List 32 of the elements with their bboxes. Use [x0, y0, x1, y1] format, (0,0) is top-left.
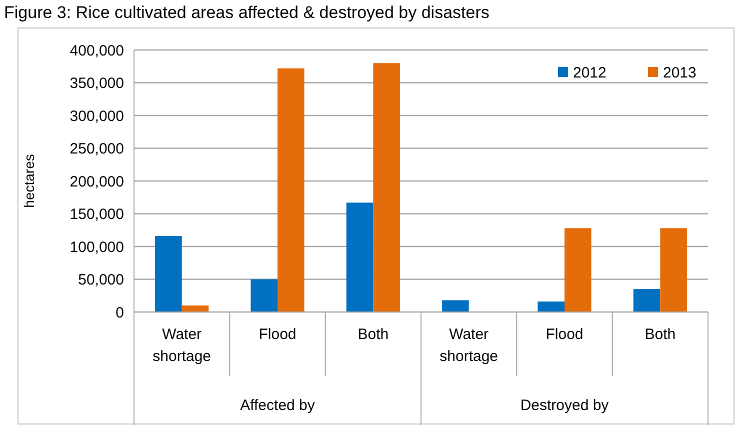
- y-tick-label: 300,000: [70, 108, 124, 125]
- bar: [278, 68, 304, 312]
- bar: [373, 63, 400, 312]
- bar: [346, 202, 374, 312]
- x-tick-label: Both: [358, 326, 389, 343]
- y-tick-label: 250,000: [70, 140, 124, 158]
- x-tick-label: Water shortage: [440, 326, 498, 365]
- bar: [538, 302, 564, 312]
- bar: [660, 228, 687, 312]
- y-tick-label: 400,000: [70, 42, 124, 60]
- y-axis-title: hectares: [21, 154, 37, 208]
- x-tick-label: Flood: [258, 326, 296, 343]
- bar: [633, 289, 660, 312]
- bar: [182, 305, 209, 312]
- bar: [564, 228, 592, 312]
- y-tick-label: 50,000: [78, 272, 124, 288]
- y-tick-label: 100,000: [70, 238, 124, 256]
- y-tick-label: 350,000: [70, 75, 124, 92]
- y-tick-label: 150,000: [70, 206, 124, 223]
- x-tick-label: Water shortage: [152, 326, 212, 365]
- bar: [155, 236, 182, 312]
- y-tick-label: 200,000: [70, 173, 124, 190]
- text: Destroyed by: [520, 397, 610, 414]
- legend-label: 2013: [663, 64, 696, 82]
- legend-label: 2012: [573, 64, 606, 82]
- y-tick-label: 0: [116, 304, 124, 322]
- chart-title: Figure 3: Rice cultivated areas affected & destroyed by disasters: [4, 3, 490, 22]
- text: Affected by: [240, 397, 316, 414]
- x-tick-label: Both: [644, 326, 676, 343]
- bar: [442, 300, 469, 312]
- bar: [250, 279, 278, 312]
- x-tick-label: Flood: [546, 326, 584, 343]
